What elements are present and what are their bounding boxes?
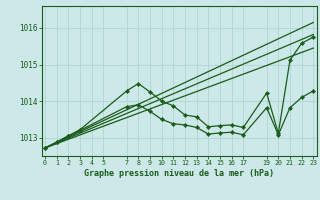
X-axis label: Graphe pression niveau de la mer (hPa): Graphe pression niveau de la mer (hPa) bbox=[84, 169, 274, 178]
